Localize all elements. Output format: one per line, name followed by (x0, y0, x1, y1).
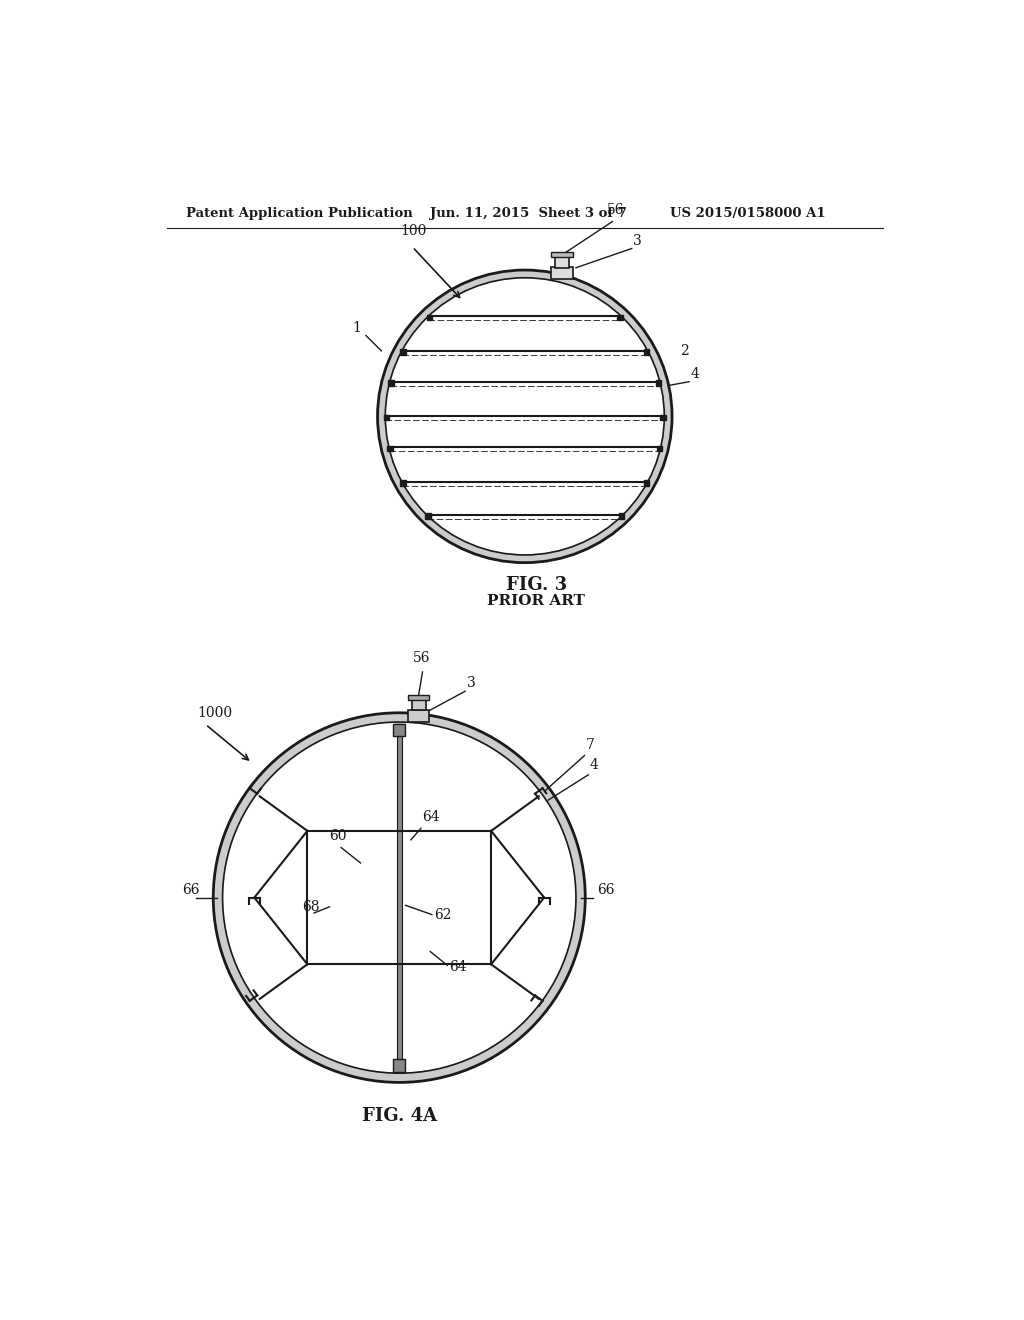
Text: 66: 66 (182, 883, 200, 896)
Text: 1000: 1000 (198, 706, 232, 719)
Bar (388, 380, 393, 385)
Bar (397, 723, 401, 1072)
Bar (657, 446, 663, 451)
Polygon shape (378, 271, 672, 562)
Text: 60: 60 (330, 829, 347, 843)
Text: Patent Application Publication: Patent Application Publication (186, 207, 413, 220)
Bar (393, 723, 406, 737)
Bar (400, 480, 406, 486)
Text: 62: 62 (434, 908, 452, 923)
Text: US 2015/0158000 A1: US 2015/0158000 A1 (671, 207, 826, 220)
Text: 3: 3 (467, 676, 475, 690)
Polygon shape (213, 713, 586, 1082)
Bar (393, 1059, 406, 1072)
Text: 56: 56 (413, 651, 430, 665)
Text: 56: 56 (607, 203, 625, 216)
Bar (400, 350, 406, 355)
Bar (408, 710, 429, 722)
Text: 3: 3 (633, 234, 642, 248)
Bar (408, 696, 429, 700)
Text: 68: 68 (302, 900, 319, 915)
Bar (412, 700, 426, 710)
Text: FIG. 4A: FIG. 4A (361, 1107, 437, 1125)
Text: FIG. 3: FIG. 3 (506, 576, 567, 594)
Bar (551, 252, 572, 257)
Text: 66: 66 (597, 883, 614, 896)
Bar (387, 446, 392, 451)
Bar (425, 513, 431, 519)
Text: 7: 7 (586, 738, 595, 752)
Bar (384, 414, 389, 420)
Text: 4: 4 (690, 367, 699, 381)
Text: 2: 2 (680, 343, 688, 358)
Bar (617, 314, 623, 321)
Text: 1: 1 (352, 321, 361, 335)
Bar (644, 350, 649, 355)
Bar (555, 256, 569, 268)
Text: 4: 4 (590, 759, 599, 772)
Text: Jun. 11, 2015  Sheet 3 of 7: Jun. 11, 2015 Sheet 3 of 7 (430, 207, 627, 220)
Text: 100: 100 (400, 224, 427, 239)
Bar (427, 314, 432, 321)
Bar (618, 513, 625, 519)
Text: 64: 64 (423, 809, 440, 824)
Bar (660, 414, 666, 420)
Bar (656, 380, 662, 385)
Text: 64: 64 (450, 960, 467, 974)
Text: PRIOR ART: PRIOR ART (487, 594, 586, 609)
Bar (551, 267, 572, 280)
Bar (644, 480, 649, 486)
